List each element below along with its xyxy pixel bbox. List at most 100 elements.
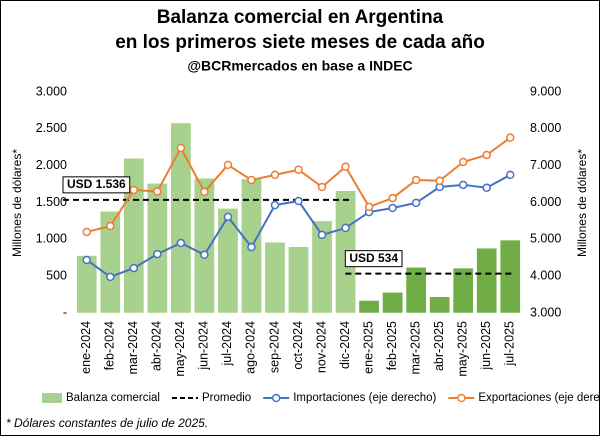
marker — [294, 196, 303, 206]
bar — [146, 183, 168, 314]
bar — [288, 246, 309, 314]
bar — [499, 239, 521, 314]
y2-tick-label: 8.000 — [530, 121, 561, 135]
x-tick-label: may-2024 — [173, 321, 187, 377]
y2-tick-label: 6.000 — [530, 195, 561, 209]
x-tick-label: jul-2024 — [220, 321, 234, 367]
marker — [129, 185, 139, 195]
marker — [153, 187, 162, 196]
marker — [223, 212, 233, 222]
bar — [452, 267, 474, 314]
marker — [388, 193, 397, 203]
legend-swatch — [42, 393, 62, 403]
y2-tick-label: 7.000 — [530, 158, 561, 172]
marker — [106, 272, 115, 282]
marker — [411, 198, 421, 208]
marker — [388, 203, 397, 213]
bar — [76, 255, 98, 314]
x-tick-label: jul-2025 — [503, 321, 517, 367]
x-tick-label: mar-2024 — [126, 321, 140, 375]
y2-tick-label: 5.000 — [530, 232, 561, 246]
bar — [382, 292, 403, 314]
y-tick-label: 3.000 — [36, 84, 67, 98]
legend-label: Exportaciones (eje derecho) — [478, 392, 600, 404]
x-tick-label: may-2025 — [455, 321, 469, 377]
legend-label: Promedio — [202, 392, 251, 404]
x-tick-label: ene-2025 — [361, 321, 375, 374]
y2-tick-label: 4.000 — [530, 268, 561, 282]
marker — [317, 230, 327, 240]
marker — [82, 255, 92, 265]
y-tick-label: 2.000 — [36, 158, 67, 172]
bar — [99, 211, 121, 314]
y-tick-label: 500 — [46, 268, 67, 282]
y2-axis-label: Millones de dólares* — [575, 149, 589, 257]
y2-tick-label: 3.000 — [530, 305, 561, 319]
x-tick-label: jun-2024 — [197, 321, 211, 371]
annotation: USD 534 — [349, 251, 398, 265]
bar — [170, 122, 192, 314]
y2-tick-label: 9.000 — [530, 84, 561, 98]
x-tick-label: jun-2025 — [479, 321, 493, 371]
annotation: USD 1.536 — [67, 177, 126, 191]
bar — [358, 300, 380, 314]
marker — [341, 162, 350, 172]
x-tick-label: oct-2024 — [291, 321, 305, 370]
y-tick-label: 2.500 — [36, 121, 67, 135]
legend-swatch — [457, 393, 466, 403]
legend-label: Balanza comercial — [66, 392, 160, 404]
marker — [435, 176, 444, 186]
marker — [458, 157, 468, 167]
x-tick-label: sep-2024 — [267, 321, 281, 373]
y-axis-label: Millones de dólares* — [10, 149, 24, 257]
x-tick-label: abr-2024 — [150, 321, 164, 371]
marker — [364, 202, 374, 212]
marker — [317, 182, 327, 192]
x-tick-label: feb-2025 — [385, 321, 399, 370]
marker — [153, 249, 162, 259]
marker — [505, 170, 515, 180]
x-tick-label: feb-2024 — [103, 321, 117, 370]
marker — [223, 160, 233, 170]
bar — [217, 208, 239, 314]
x-tick-label: dic-2024 — [338, 321, 352, 369]
y-tick-label: 1.000 — [36, 232, 67, 246]
bar — [194, 177, 215, 314]
marker — [82, 227, 92, 237]
marker — [270, 170, 280, 180]
marker — [458, 180, 468, 190]
legend-label: Importaciones (eje derecho) — [293, 392, 436, 404]
bar — [405, 267, 427, 314]
marker — [294, 165, 303, 174]
marker — [247, 242, 256, 252]
x-tick-label: mar-2025 — [408, 321, 422, 375]
annotation-box — [62, 176, 131, 194]
marker — [247, 175, 256, 185]
marker — [482, 150, 491, 160]
legend-swatch — [271, 393, 281, 403]
x-tick-label: abr-2025 — [432, 321, 446, 371]
annotation-box — [344, 250, 403, 268]
x-tick-label: ago-2024 — [244, 321, 258, 374]
marker — [129, 263, 139, 273]
marker — [411, 175, 421, 185]
chart-subtitle: @BCRmercados en base a INDEC — [187, 58, 412, 74]
x-tick-label: nov-2024 — [314, 321, 328, 373]
marker — [341, 223, 350, 233]
bar — [264, 242, 286, 314]
marker — [176, 238, 186, 248]
marker — [176, 143, 186, 153]
y-tick-label: 1.500 — [36, 195, 67, 209]
marker — [200, 250, 209, 260]
x-tick-label: ene-2024 — [79, 321, 93, 374]
bar — [476, 247, 498, 314]
marker — [200, 187, 209, 197]
footnote: * Dólares constantes de julio de 2025. — [6, 416, 208, 430]
marker — [505, 133, 515, 142]
chart-title: Balanza comercial en Argentina — [157, 7, 444, 28]
marker — [270, 200, 280, 210]
y-tick-label: - — [63, 305, 67, 319]
marker — [106, 221, 115, 231]
marker — [482, 183, 491, 193]
